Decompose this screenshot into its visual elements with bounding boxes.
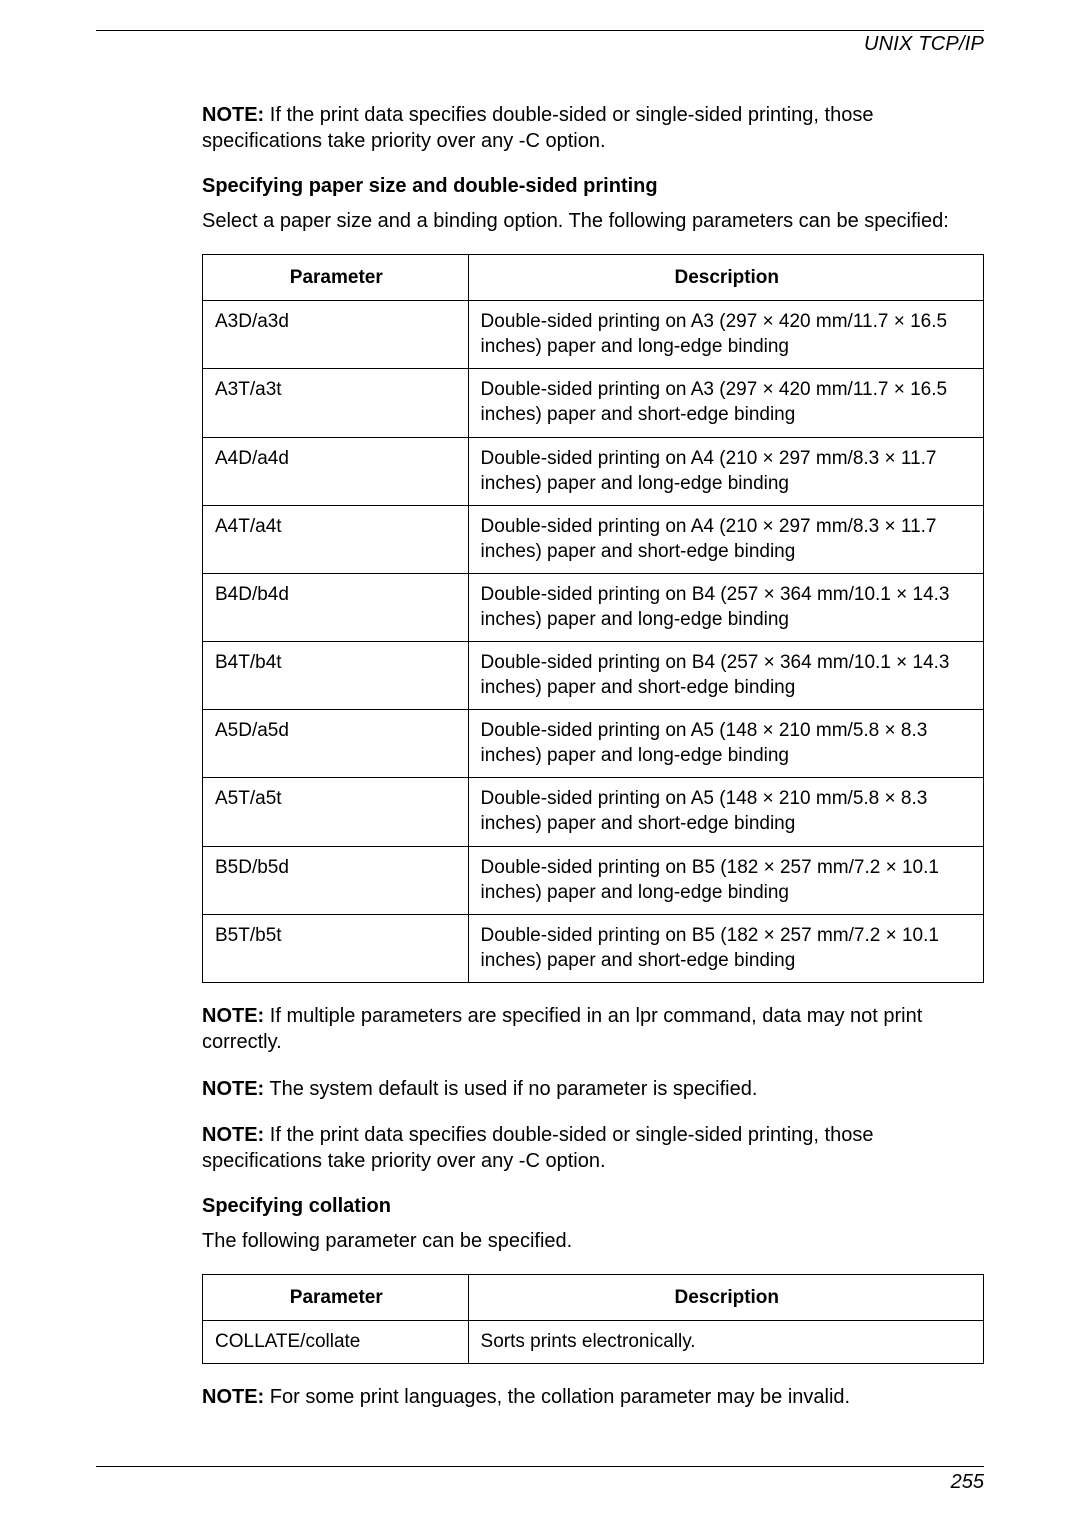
- cell-param: A5T/a5t: [203, 778, 469, 846]
- note-text: If multiple parameters are specified in …: [202, 1005, 922, 1053]
- table-row: A3T/a3tDouble-sided printing on A3 (297 …: [203, 369, 984, 437]
- bottom-rule: [96, 1466, 984, 1467]
- paper-size-table: Parameter Description A3D/a3dDouble-side…: [202, 254, 984, 983]
- cell-param: B4T/b4t: [203, 642, 469, 710]
- section-1-title: Specifying paper size and double-sided p…: [202, 175, 984, 198]
- footer: 255: [96, 1466, 984, 1494]
- table-row: A3D/a3dDouble-sided printing on A3 (297 …: [203, 301, 984, 369]
- table-header-row: Parameter Description: [203, 1275, 984, 1321]
- col-description: Description: [468, 255, 983, 301]
- content: NOTE: If the print data specifies double…: [202, 102, 984, 1411]
- cell-param: A4D/a4d: [203, 437, 469, 505]
- col-description: Description: [468, 1275, 983, 1321]
- cell-desc: Double-sided printing on A5 (148 × 210 m…: [468, 710, 983, 778]
- table-row: A5D/a5dDouble-sided printing on A5 (148 …: [203, 710, 984, 778]
- cell-param: A4T/a4t: [203, 505, 469, 573]
- note-text: The system default is used if no paramet…: [264, 1078, 757, 1100]
- cell-desc: Double-sided printing on B4 (257 × 364 m…: [468, 642, 983, 710]
- cell-param: A3T/a3t: [203, 369, 469, 437]
- cell-param: A3D/a3d: [203, 301, 469, 369]
- page-number: 255: [96, 1471, 984, 1494]
- cell-param: A5D/a5d: [203, 710, 469, 778]
- note-2: NOTE: If multiple parameters are specifi…: [202, 1003, 984, 1056]
- table-row: B4T/b4tDouble-sided printing on B4 (257 …: [203, 642, 984, 710]
- table-row: B4D/b4dDouble-sided printing on B4 (257 …: [203, 573, 984, 641]
- note-1: NOTE: If the print data specifies double…: [202, 102, 984, 155]
- cell-param: B4D/b4d: [203, 573, 469, 641]
- note-3: NOTE: The system default is used if no p…: [202, 1076, 984, 1102]
- note-label: NOTE:: [202, 1386, 264, 1408]
- cell-param: COLLATE/collate: [203, 1321, 469, 1364]
- header-title: UNIX TCP/IP: [96, 33, 984, 56]
- cell-desc: Double-sided printing on B5 (182 × 257 m…: [468, 846, 983, 914]
- cell-desc: Double-sided printing on A5 (148 × 210 m…: [468, 778, 983, 846]
- note-label: NOTE:: [202, 1005, 264, 1027]
- col-parameter: Parameter: [203, 1275, 469, 1321]
- note-text: If the print data specifies double-sided…: [202, 1124, 873, 1172]
- section-2-title: Specifying collation: [202, 1195, 984, 1218]
- table-row: A4T/a4tDouble-sided printing on A4 (210 …: [203, 505, 984, 573]
- table-row: B5D/b5dDouble-sided printing on B5 (182 …: [203, 846, 984, 914]
- cell-param: B5D/b5d: [203, 846, 469, 914]
- note-label: NOTE:: [202, 1078, 264, 1100]
- table-row: A5T/a5tDouble-sided printing on A5 (148 …: [203, 778, 984, 846]
- table-row: A4D/a4dDouble-sided printing on A4 (210 …: [203, 437, 984, 505]
- cell-desc: Double-sided printing on B5 (182 × 257 m…: [468, 914, 983, 982]
- note-text: If the print data specifies double-sided…: [202, 104, 873, 152]
- collation-table: Parameter Description COLLATE/collateSor…: [202, 1274, 984, 1364]
- section-2-intro: The following parameter can be specified…: [202, 1228, 984, 1254]
- page: UNIX TCP/IP NOTE: If the print data spec…: [0, 0, 1080, 1528]
- section-1-intro: Select a paper size and a binding option…: [202, 208, 984, 234]
- cell-desc: Double-sided printing on A4 (210 × 297 m…: [468, 505, 983, 573]
- cell-desc: Sorts prints electronically.: [468, 1321, 983, 1364]
- cell-param: B5T/b5t: [203, 914, 469, 982]
- cell-desc: Double-sided printing on B4 (257 × 364 m…: [468, 573, 983, 641]
- table-row: COLLATE/collateSorts prints electronical…: [203, 1321, 984, 1364]
- note-4: NOTE: If the print data specifies double…: [202, 1122, 984, 1175]
- table-row: B5T/b5tDouble-sided printing on B5 (182 …: [203, 914, 984, 982]
- note-label: NOTE:: [202, 104, 264, 126]
- note-5: NOTE: For some print languages, the coll…: [202, 1384, 984, 1410]
- top-rule: [96, 30, 984, 31]
- cell-desc: Double-sided printing on A3 (297 × 420 m…: [468, 301, 983, 369]
- note-label: NOTE:: [202, 1124, 264, 1146]
- note-text: For some print languages, the collation …: [264, 1386, 850, 1408]
- col-parameter: Parameter: [203, 255, 469, 301]
- cell-desc: Double-sided printing on A4 (210 × 297 m…: [468, 437, 983, 505]
- table-header-row: Parameter Description: [203, 255, 984, 301]
- cell-desc: Double-sided printing on A3 (297 × 420 m…: [468, 369, 983, 437]
